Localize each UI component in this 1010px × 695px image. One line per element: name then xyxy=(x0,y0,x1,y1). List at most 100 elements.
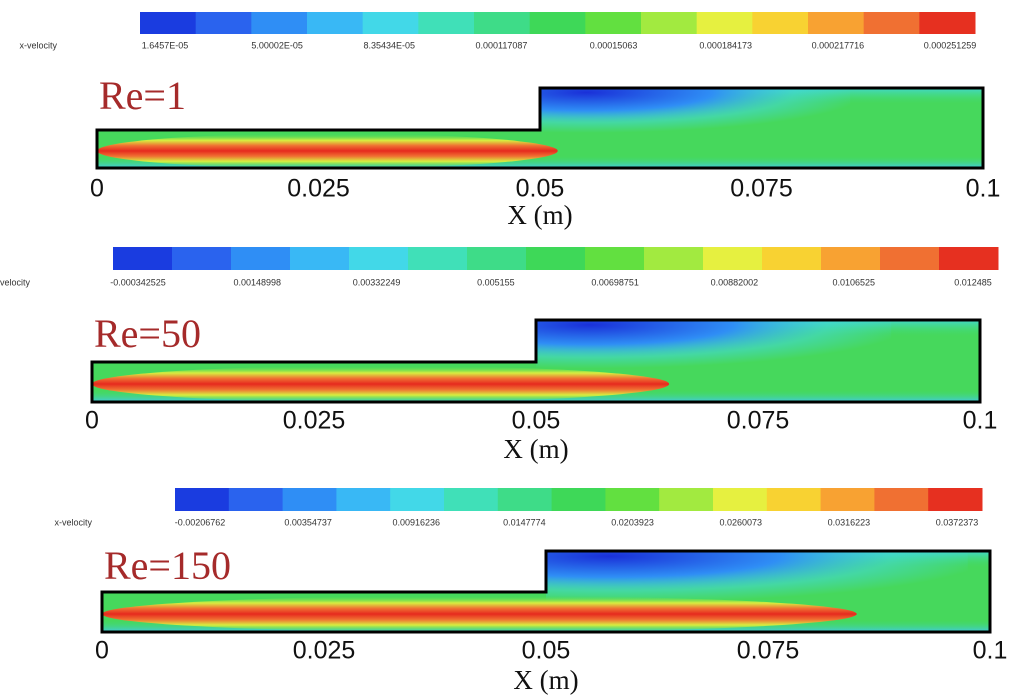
colorbar-segment xyxy=(418,12,475,34)
colorbar-label: x-velocity xyxy=(19,40,57,50)
colorbar-segment xyxy=(703,247,763,270)
field-blue-zone xyxy=(540,88,851,133)
colorbar-segment xyxy=(390,488,445,511)
colorbar-tick-label: 0.00916236 xyxy=(393,517,441,527)
colorbar-label: x-velocity xyxy=(54,517,92,527)
colorbar-segment xyxy=(766,488,822,511)
x-tick-label: 0.1 xyxy=(973,637,1008,665)
colorbar-segment xyxy=(282,488,337,511)
colorbar-segment xyxy=(228,488,284,511)
field-jet xyxy=(102,595,857,632)
colorbar-segment xyxy=(113,247,173,270)
colorbar-segment xyxy=(362,12,419,34)
x-tick-label: 0.075 xyxy=(730,175,793,203)
colorbar-segment xyxy=(821,247,881,270)
colorbar-segment xyxy=(444,488,499,511)
x-tick-label: 0 xyxy=(95,637,109,665)
x-tick-label: 0.1 xyxy=(966,175,1001,203)
colorbar-segment xyxy=(880,247,940,270)
colorbar-segment xyxy=(467,247,527,270)
x-tick-label: 0.05 xyxy=(522,637,571,665)
x-tick-label: 0.1 xyxy=(963,407,998,435)
colorbar-segment xyxy=(349,247,409,270)
field-blue-zone xyxy=(546,551,968,603)
colorbar-segment xyxy=(551,488,606,511)
field-jet xyxy=(92,365,670,402)
colorbar-tick-label: 0.012485 xyxy=(954,277,992,287)
colorbar-segment xyxy=(752,12,809,34)
colorbar-label: x-velocity xyxy=(0,277,30,287)
colorbar-tick-label: -0.00206762 xyxy=(175,517,226,527)
domain-outline xyxy=(100,549,992,634)
colorbar-segment xyxy=(290,247,350,270)
colorbar-tick-label: -0.000342525 xyxy=(110,277,166,287)
colorbar-segment xyxy=(251,12,308,34)
field-blue-zone xyxy=(536,320,892,369)
colorbar-tick-label: 0.005155 xyxy=(477,277,515,287)
x-tick-label: 0.075 xyxy=(737,637,800,665)
colorbar-segment xyxy=(644,247,704,270)
colorbar-segment xyxy=(497,488,553,511)
panel: x-velocity 1.6457E-05 5.00002E-05 8.35434E-… xyxy=(19,12,1000,230)
colorbar-tick-label: 8.35434E-05 xyxy=(364,40,416,50)
colorbar-segment xyxy=(172,247,232,270)
colorbar-tick-label: 0.0316223 xyxy=(828,517,871,527)
colorbar-tick-label: 0.0203923 xyxy=(611,517,654,527)
re-label: Re=1 xyxy=(99,73,186,118)
re-label: Re=150 xyxy=(104,543,231,588)
x-tick-label: 0.025 xyxy=(287,175,350,203)
colorbar-segment xyxy=(231,247,291,270)
colorbar-segment xyxy=(175,488,230,511)
panel: x-velocity -0.000342525 0.00148998 0.003322… xyxy=(0,247,999,464)
x-tick-label: 0 xyxy=(85,407,99,435)
colorbar-tick-label: 0.00354737 xyxy=(284,517,332,527)
colorbar-tick-label: 0.000184173 xyxy=(699,40,752,50)
colorbar-segment xyxy=(336,488,391,511)
colorbar-tick-label: 0.0106525 xyxy=(832,277,875,287)
colorbar-segment xyxy=(696,12,753,34)
colorbar-tick-label: 0.000217716 xyxy=(812,40,865,50)
colorbar-segment xyxy=(605,488,660,511)
colorbar-segment xyxy=(140,12,197,34)
field-jet xyxy=(97,133,558,168)
colorbar-segment xyxy=(874,488,929,511)
colorbar-segment xyxy=(641,12,698,34)
colorbar-segment xyxy=(762,247,822,270)
colorbar-tick-label: 0.00015063 xyxy=(590,40,638,50)
panel: x-velocity -0.00206762 0.00354737 0.0091623… xyxy=(54,488,1007,695)
colorbar-segment xyxy=(919,12,976,34)
colorbar-tick-label: 0.00698751 xyxy=(591,277,639,287)
colorbar-tick-label: 0.000251259 xyxy=(924,40,977,50)
x-tick-label: 0.05 xyxy=(512,407,561,435)
colorbar-segment xyxy=(408,247,468,270)
colorbar-segment xyxy=(585,12,642,34)
colorbar-tick-label: 0.000117087 xyxy=(475,40,527,50)
colorbar-segment xyxy=(529,12,586,34)
colorbar-segment xyxy=(820,488,875,511)
x-tick-label: 0.05 xyxy=(516,175,565,203)
colorbar-segment xyxy=(474,12,531,34)
colorbar-segment xyxy=(526,247,586,270)
colorbar-tick-label: 0.0372373 xyxy=(936,517,979,527)
colorbar-segment xyxy=(713,488,768,511)
colorbar-tick-label: 5.00002E-05 xyxy=(251,40,303,50)
colorbar-segment xyxy=(585,247,645,270)
colorbar-segment xyxy=(808,12,865,34)
colorbar-segment xyxy=(863,12,920,34)
colorbar-tick-label: 0.00148998 xyxy=(234,277,282,287)
colorbar-tick-label: 0.0260073 xyxy=(719,517,762,527)
x-tick-label: 0.075 xyxy=(727,407,790,435)
domain-outline xyxy=(90,318,982,404)
colorbar-tick-label: 1.6457E-05 xyxy=(142,40,189,50)
re-label: Re=50 xyxy=(94,311,201,356)
colorbar-tick-label: 0.0147774 xyxy=(503,517,546,527)
x-tick-label: 0.025 xyxy=(283,407,346,435)
x-tick-label: 0.025 xyxy=(293,637,356,665)
domain-outline xyxy=(95,86,985,170)
colorbar-segment xyxy=(195,12,252,34)
colorbar-segment xyxy=(939,247,999,270)
colorbar-tick-label: 0.00332249 xyxy=(353,277,401,287)
colorbar-segment xyxy=(928,488,983,511)
colorbar-segment xyxy=(307,12,364,34)
